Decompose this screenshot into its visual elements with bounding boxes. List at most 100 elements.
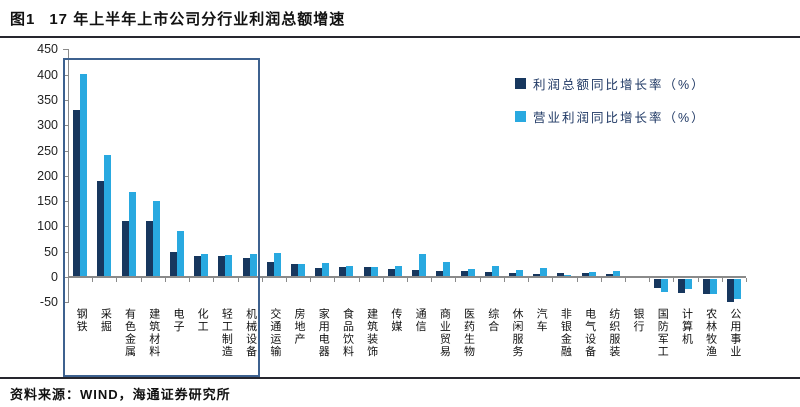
bar	[654, 279, 662, 289]
y-axis-tick-label: 200	[37, 168, 58, 183]
y-axis-tick-label: 0	[51, 270, 58, 284]
x-axis-category-label: 家用电器	[317, 308, 330, 358]
x-axis-category-label: 机械设备	[244, 308, 257, 358]
bar	[605, 273, 613, 277]
bar	[564, 274, 572, 277]
x-axis-category-label: 轻工制造	[220, 308, 233, 358]
figure-title-text: 17 年上半年上市公司分行业利润总额增速	[49, 11, 346, 28]
legend-item-operating-profit: 营业利润同比增长率（%）	[515, 107, 706, 126]
x-axis-zero-line	[68, 276, 746, 278]
bar	[218, 256, 226, 277]
y-axis-tick-label: -50	[39, 295, 58, 310]
bar	[298, 264, 306, 277]
x-axis-tick-mark	[673, 278, 675, 282]
bar	[588, 271, 596, 277]
bar	[346, 266, 354, 277]
bar	[685, 279, 693, 290]
bar	[515, 270, 523, 277]
x-axis-category-label: 采掘	[99, 308, 112, 333]
x-axis-tick-mark	[600, 278, 602, 282]
figure-number: 图1	[10, 11, 36, 28]
y-axis-tick-mark	[63, 277, 68, 278]
legend-swatch-dark-icon	[515, 78, 526, 89]
chart-legend: 利润总额同比增长率（%） 营业利润同比增长率（%）	[515, 74, 706, 140]
figure-title: 图1 17 年上半年上市公司分行业利润总额增速	[10, 8, 345, 29]
x-axis-tick-mark	[479, 278, 481, 282]
x-axis-tick-mark	[189, 278, 191, 282]
bar	[370, 266, 378, 277]
x-axis-category-label: 建筑装饰	[365, 308, 378, 358]
highlight-box	[63, 58, 260, 377]
bar	[273, 253, 281, 277]
legend-label: 营业利润同比增长率（%）	[533, 111, 706, 125]
x-axis-tick-mark	[261, 278, 263, 282]
x-axis-category-label: 农林牧渔	[704, 308, 717, 358]
x-axis-category-label: 商业贸易	[438, 308, 451, 358]
x-axis-tick-mark	[503, 278, 505, 282]
y-axis-tick-label: 450	[37, 42, 58, 57]
bar	[225, 254, 233, 277]
x-axis-tick-mark	[237, 278, 239, 282]
y-axis-tick-mark	[63, 201, 68, 203]
x-axis-category-label: 公用事业	[728, 308, 741, 358]
bar	[363, 267, 371, 277]
bar	[322, 262, 330, 277]
x-axis-tick-mark	[431, 278, 433, 282]
x-axis-category-label: 钢铁	[75, 308, 88, 333]
x-axis-category-label: 纺织服装	[607, 308, 620, 358]
y-axis-tick-mark	[63, 125, 68, 127]
y-axis-tick-mark	[63, 251, 68, 253]
bar	[709, 279, 717, 295]
x-axis-category-label: 非银金融	[559, 308, 572, 358]
x-axis-tick-mark	[92, 278, 94, 282]
bar	[557, 273, 565, 277]
bar	[121, 221, 129, 277]
bar	[242, 257, 250, 277]
y-axis-tick-mark	[63, 99, 68, 101]
x-axis-category-label: 食品饮料	[341, 308, 354, 358]
bar	[145, 221, 153, 277]
bar	[315, 267, 323, 277]
x-axis-tick-mark	[552, 278, 554, 282]
bar	[733, 279, 741, 300]
x-axis-category-label: 综合	[486, 308, 499, 333]
bar	[387, 268, 395, 277]
y-axis-tick-label: 350	[37, 92, 58, 107]
x-axis-tick-mark	[721, 278, 723, 282]
x-axis-tick-mark	[116, 278, 118, 282]
x-axis-category-label: 国防军工	[656, 308, 669, 358]
bar	[80, 73, 88, 277]
y-axis-tick-label: 400	[37, 67, 58, 82]
x-axis-tick-mark	[576, 278, 578, 282]
bar	[128, 191, 136, 277]
bar	[678, 279, 686, 293]
x-axis-tick-mark	[285, 278, 287, 282]
x-axis-tick-mark	[382, 278, 384, 282]
y-axis-tick-mark	[63, 302, 68, 304]
bar	[266, 261, 274, 277]
y-axis-tick-mark	[63, 226, 68, 228]
bar	[291, 263, 299, 277]
y-axis-tick-mark	[63, 74, 68, 76]
x-axis-tick-mark	[455, 278, 457, 282]
y-axis-tick-label: 300	[37, 118, 58, 133]
title-underline-rule	[0, 36, 800, 38]
x-axis-tick-mark	[140, 278, 142, 282]
x-axis-tick-mark	[164, 278, 166, 282]
y-axis-tick-label: 100	[37, 219, 58, 234]
y-axis-tick-label: 250	[37, 143, 58, 158]
bar	[484, 271, 492, 277]
figure-bottom-rule	[0, 377, 800, 379]
legend-swatch-light-icon	[515, 111, 526, 122]
bar	[339, 267, 347, 277]
x-axis-category-label: 汽车	[535, 308, 548, 333]
x-axis-tick-mark	[649, 278, 651, 282]
bar	[726, 279, 734, 302]
bar	[581, 272, 589, 277]
y-axis-line	[68, 49, 69, 303]
x-axis-tick-mark	[624, 278, 626, 282]
bar	[508, 272, 516, 277]
x-axis-tick-mark	[213, 278, 215, 282]
bar	[169, 251, 177, 277]
